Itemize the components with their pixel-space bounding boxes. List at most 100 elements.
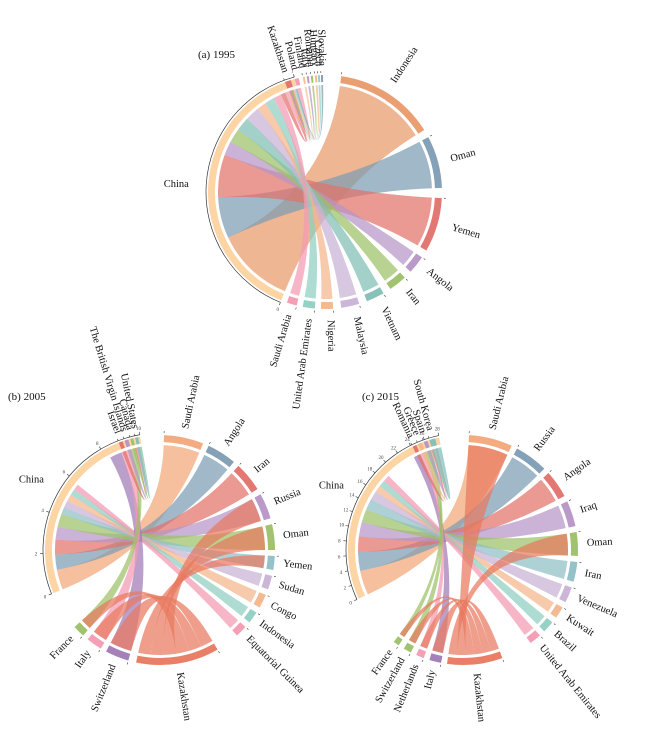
node-arc-italy — [429, 653, 443, 663]
axis-tick — [384, 294, 386, 297]
axis-tick — [257, 613, 260, 616]
axis-tick — [279, 302, 281, 306]
node-label-iran: Iran — [584, 568, 603, 582]
axis-tick-label: 1 — [291, 69, 294, 74]
node-label-kazakhstan: Kazakhstan — [471, 673, 487, 724]
node-label-iraq: Iraq — [579, 500, 599, 516]
axis-tick — [541, 636, 543, 639]
axis-tick — [429, 134, 432, 137]
chord-panel-1995: (a) 199501ChinaIndonesiaOmanYemenAngolaI… — [164, 24, 482, 410]
node-label-china: China — [319, 480, 344, 491]
axis-tick — [246, 628, 249, 630]
ribbon-angola — [224, 141, 414, 265]
node-arc-venezuela — [559, 585, 572, 603]
ribbon-poland — [285, 87, 310, 142]
ribbon-kazakhstan — [110, 595, 213, 651]
axis-tick-label: 14 — [350, 494, 356, 499]
node-arc-china — [44, 436, 142, 594]
panel-title: (b) 2005 — [8, 391, 46, 403]
axis-tick-label: 4 — [41, 509, 44, 514]
chord-panel-2005: (b) 2005 0 2 4 6 8 10 China Saudi Arabia AngolaIr… — [8, 326, 314, 723]
ribbon-angola — [55, 454, 228, 570]
node-label-hungary: Hungary — [307, 29, 321, 67]
node-arc-hungary — [314, 75, 318, 83]
panel-title: (a) 1995 — [198, 49, 235, 61]
hub-axis — [42, 434, 140, 594]
node-arc-united-arab-emirates — [526, 630, 540, 644]
ribbon-kazakhstan — [448, 533, 569, 655]
node-label-oman: Oman — [587, 537, 614, 549]
axis-tick — [345, 525, 349, 527]
node-label-italy: Italy — [298, 48, 312, 69]
node-label-iran: Iran — [252, 456, 273, 476]
axis-tick — [549, 470, 552, 472]
node-arc-the-british-virgin-islands — [124, 439, 131, 448]
axis-tick — [66, 473, 70, 477]
node-label-italy: Italy — [423, 668, 439, 690]
node-label-saudi-arabia: Saudi Arabia — [268, 313, 294, 369]
node-arc-brazil — [539, 617, 553, 632]
node-arc-russia — [254, 494, 271, 521]
node-arc-oman — [569, 532, 578, 557]
axis-tick-label: 8 — [96, 442, 99, 447]
axis-tick — [395, 450, 398, 454]
node-arc-angola — [405, 253, 422, 272]
axis-tick-label: 16 — [358, 480, 364, 485]
ribbon-romania — [416, 449, 446, 502]
axis-tick — [344, 570, 348, 572]
node-label-kuwait: Kuwait — [564, 613, 596, 639]
axis-tick — [408, 654, 411, 657]
ribbon-south-korea — [432, 447, 451, 500]
axis-tick — [517, 444, 520, 447]
node-label-slovakia: Slovakia — [315, 29, 327, 66]
node-label-russia: Russia — [272, 487, 302, 508]
axis-tick-label: 12 — [343, 508, 349, 513]
ribbon-kazakhstan — [456, 445, 508, 655]
node-label-equatorial-guinea: Equatorial Guinea — [244, 634, 306, 696]
node-arc-greece — [418, 442, 425, 451]
axis-tick — [293, 75, 295, 78]
node-label-vietnam: Vietnam — [378, 305, 403, 342]
node-arc-kuwait — [550, 604, 563, 618]
node-label-iran: Iran — [403, 287, 423, 308]
axis-tick — [117, 438, 119, 441]
ribbon-malaysia — [247, 108, 357, 298]
ribbon-slovakia — [295, 85, 324, 140]
ribbon-hungary — [292, 85, 319, 140]
axis-tick-label: 10 — [339, 524, 345, 529]
node-label-congo: Congo — [269, 600, 299, 622]
axis-tick-label: 6 — [338, 555, 341, 560]
axis-tick — [422, 436, 425, 440]
axis-tick-label: 8 — [338, 539, 341, 544]
ribbon-canada — [132, 446, 149, 499]
node-arc-netherlands — [416, 648, 427, 659]
node-label-russia: Russia — [532, 424, 558, 453]
node-label-oman: Oman — [283, 527, 310, 541]
axis-tick — [46, 511, 50, 513]
node-arc-saudi-arabia — [163, 435, 204, 450]
ribbon-kazakhstan — [280, 89, 307, 143]
axis-tick-label: 24 — [405, 438, 411, 443]
ribbon-russia — [358, 457, 538, 571]
axis-tick — [422, 659, 424, 662]
node-arc-yemen — [420, 197, 442, 251]
ribbon-saudi-arabia — [56, 445, 200, 590]
node-label-united-arab-emirates: United Arab Emirates — [291, 318, 315, 410]
node-arc-sudan — [261, 574, 273, 590]
axis-tick — [267, 595, 270, 597]
node-arc-russia — [513, 448, 545, 474]
axis-tick-label: 2 — [344, 587, 347, 592]
axis-tick — [427, 436, 430, 439]
axis-tick — [396, 646, 398, 649]
node-arc-slovakia — [320, 75, 324, 83]
node-label-saudi-arabia: Saudi Arabia — [488, 375, 512, 431]
axis-tick — [423, 258, 426, 260]
node-arc-switzerland — [403, 642, 414, 653]
node-arc-united-arab-emirates — [302, 299, 316, 309]
ribbon-kazakhstan — [432, 599, 499, 654]
axis-tick — [564, 608, 567, 610]
node-arc-france — [393, 636, 403, 646]
axis-tick-label: 0 — [277, 308, 280, 313]
axis-tick-label: 28 — [435, 428, 441, 433]
